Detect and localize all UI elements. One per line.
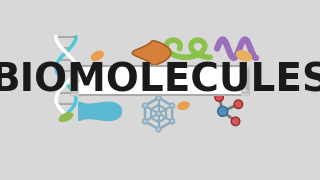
Circle shape bbox=[156, 111, 161, 116]
Polygon shape bbox=[71, 66, 79, 96]
Circle shape bbox=[142, 119, 148, 124]
Polygon shape bbox=[79, 102, 122, 120]
Circle shape bbox=[170, 119, 175, 124]
Polygon shape bbox=[132, 41, 171, 65]
Polygon shape bbox=[241, 66, 249, 96]
Ellipse shape bbox=[59, 113, 73, 122]
Circle shape bbox=[215, 93, 223, 101]
Ellipse shape bbox=[178, 102, 189, 109]
Ellipse shape bbox=[92, 51, 103, 60]
Circle shape bbox=[231, 117, 240, 126]
Circle shape bbox=[170, 103, 175, 108]
Polygon shape bbox=[71, 66, 79, 96]
Circle shape bbox=[142, 103, 148, 108]
Circle shape bbox=[234, 100, 243, 109]
Ellipse shape bbox=[236, 51, 252, 61]
Circle shape bbox=[156, 95, 161, 100]
Circle shape bbox=[218, 106, 228, 116]
FancyBboxPatch shape bbox=[76, 66, 244, 95]
Circle shape bbox=[156, 127, 161, 132]
Text: BIOMOLECULES: BIOMOLECULES bbox=[0, 62, 320, 100]
Polygon shape bbox=[241, 66, 249, 96]
